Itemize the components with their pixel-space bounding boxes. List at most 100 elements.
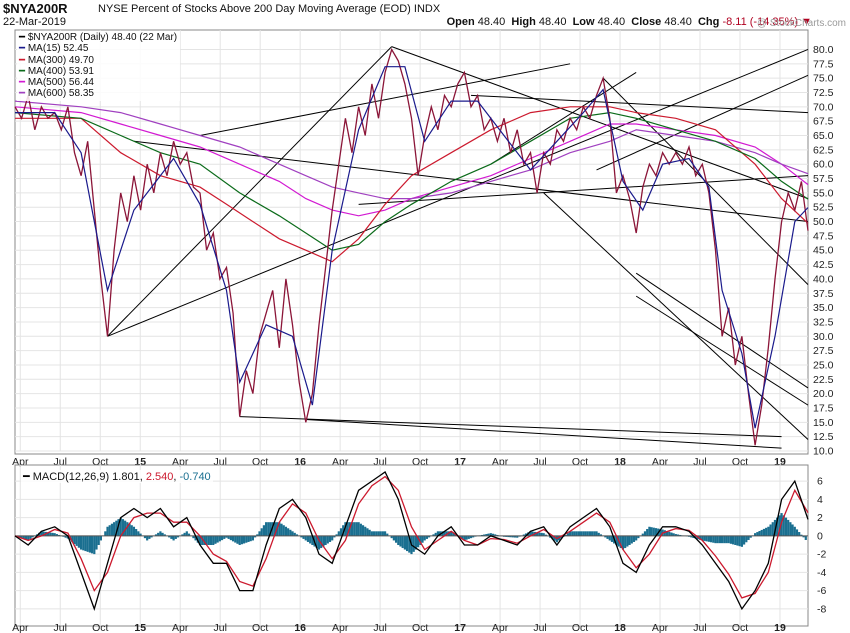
open-label: Open xyxy=(446,16,475,28)
macd-y-tick-label: 2 xyxy=(817,512,823,524)
x-tick-label: Oct xyxy=(92,622,108,633)
legend-ma500: ━ MA(500) 56.44 xyxy=(19,77,94,89)
x-tick-label: 19 xyxy=(774,456,786,468)
legend-ma15: ━ MA(15) 52.45 xyxy=(19,43,89,55)
down-arrow-icon: ▼ xyxy=(801,16,812,28)
symbol-name: NYSE Percent of Stocks Above 200 Day Mov… xyxy=(98,3,411,15)
y-tick-label: 77.5 xyxy=(813,58,834,70)
y-tick-label: 80.0 xyxy=(813,44,834,56)
x-tick-label: Oct xyxy=(412,622,428,633)
trendline xyxy=(543,192,809,440)
y-tick-label: 42.5 xyxy=(813,259,834,271)
x-tick-label: Apr xyxy=(492,622,509,633)
x-tick-label: Apr xyxy=(12,622,29,633)
y-tick-label: 32.5 xyxy=(813,316,834,328)
macd-y-tick-label: -4 xyxy=(817,567,826,579)
macd-y-tick-label: -2 xyxy=(817,549,826,561)
legend-price: ━ $NYA200R (Daily) 48.40 (22 Mar) xyxy=(19,32,178,43)
macd-signal-line xyxy=(14,475,809,599)
close-value: 48.40 xyxy=(664,16,692,28)
trendline xyxy=(635,295,809,406)
legend-ma400: ━ MA(400) 53.91 xyxy=(19,65,94,77)
series-ma300 xyxy=(15,106,809,263)
exchange-label: INDX xyxy=(413,3,441,15)
y-tick-label: 60.0 xyxy=(813,159,834,171)
y-tick-label: 52.5 xyxy=(813,202,834,214)
chg-label: Chg xyxy=(697,16,720,28)
trendline xyxy=(305,418,782,449)
trendline xyxy=(107,49,809,337)
x-tick-label: Jul xyxy=(373,622,386,633)
close-label: Close xyxy=(631,16,662,28)
trendline xyxy=(596,74,809,171)
macd-y-tick-label: 0 xyxy=(817,530,823,542)
x-tick-label: Jul xyxy=(213,622,226,633)
legend-ma300: ━ MA(300) 49.70 xyxy=(19,54,94,66)
y-tick-label: 20.0 xyxy=(813,388,834,400)
watermark: @ StockCharts.com xyxy=(756,18,846,29)
x-tick-label: 15 xyxy=(134,622,146,633)
y-tick-label: 62.5 xyxy=(813,144,834,156)
y-tick-label: 55.0 xyxy=(813,187,834,199)
y-tick-label: 72.5 xyxy=(813,87,834,99)
y-tick-label: 27.5 xyxy=(813,345,834,357)
high-value: 48.40 xyxy=(538,16,567,28)
macd-signal-value: 2.540 xyxy=(145,471,174,483)
trendline xyxy=(107,46,393,337)
x-tick-label: Jul xyxy=(693,622,706,633)
y-tick-label: 25.0 xyxy=(813,359,834,371)
x-tick-label: 18 xyxy=(614,456,626,468)
macd-value: 1.801 xyxy=(112,471,140,483)
y-tick-label: 22.5 xyxy=(813,374,834,386)
y-tick-label: 40.0 xyxy=(813,273,834,285)
low-value: 48.40 xyxy=(597,16,626,28)
y-tick-label: 10.0 xyxy=(813,446,834,458)
x-tick-label: Apr xyxy=(172,622,189,633)
y-tick-label: 17.5 xyxy=(813,402,834,414)
main-panel-frame xyxy=(14,29,809,455)
x-tick-label: 19 xyxy=(774,622,786,633)
y-tick-label: 30.0 xyxy=(813,331,834,343)
y-tick-label: 45.0 xyxy=(813,245,834,257)
series-ma600 xyxy=(14,100,809,200)
chart-date: 22-Mar-2019 xyxy=(3,16,66,28)
x-tick-label: Oct xyxy=(572,622,588,633)
x-tick-label: Apr xyxy=(652,622,669,633)
macd-y-tick-label: 4 xyxy=(817,494,823,506)
chg-value: -8.11 (-14.35%) xyxy=(722,16,799,28)
trendline xyxy=(199,63,571,137)
trendline xyxy=(470,94,809,114)
macd-hist-value: -0.740 xyxy=(179,471,211,483)
y-tick-label: 47.5 xyxy=(813,230,834,242)
y-tick-label: 57.5 xyxy=(813,173,834,185)
macd-y-tick-label: -8 xyxy=(817,603,826,615)
x-tick-label: Oct xyxy=(732,622,748,633)
x-tick-label: 17 xyxy=(454,622,466,633)
ohlc-readout: Open 48.40 High 48.40 Low 48.40 Close 48… xyxy=(447,16,812,28)
macd-panel-frame xyxy=(14,464,809,627)
x-tick-label: Jul xyxy=(533,622,546,633)
symbol-label: $NYA200R xyxy=(3,1,68,16)
y-tick-label: 67.5 xyxy=(813,116,834,128)
y-tick-label: 50.0 xyxy=(813,216,834,228)
open-value: 48.40 xyxy=(477,16,506,28)
y-tick-label: 70.0 xyxy=(813,101,834,113)
macd-line xyxy=(14,471,809,612)
x-tick-label: 15 xyxy=(134,456,146,468)
x-tick-label: 18 xyxy=(614,622,626,633)
trendline xyxy=(239,416,782,438)
trendline xyxy=(490,71,637,165)
x-tick-label: 16 xyxy=(294,622,306,633)
trendline xyxy=(358,175,809,205)
macd-y-tick-label: 6 xyxy=(817,476,823,488)
y-tick-label: 35.0 xyxy=(813,302,834,314)
trendline xyxy=(391,46,809,200)
low-label: Low xyxy=(572,16,595,28)
chart-legend: ━ $NYA200R (Daily) 48.40 (22 Mar) ━ MA(1… xyxy=(17,31,181,101)
x-tick-label: 17 xyxy=(454,456,466,468)
x-tick-label: Jul xyxy=(54,622,67,633)
y-tick-label: 65.0 xyxy=(813,130,834,142)
x-tick-label: 16 xyxy=(294,456,306,468)
series-ma400 xyxy=(14,111,809,251)
